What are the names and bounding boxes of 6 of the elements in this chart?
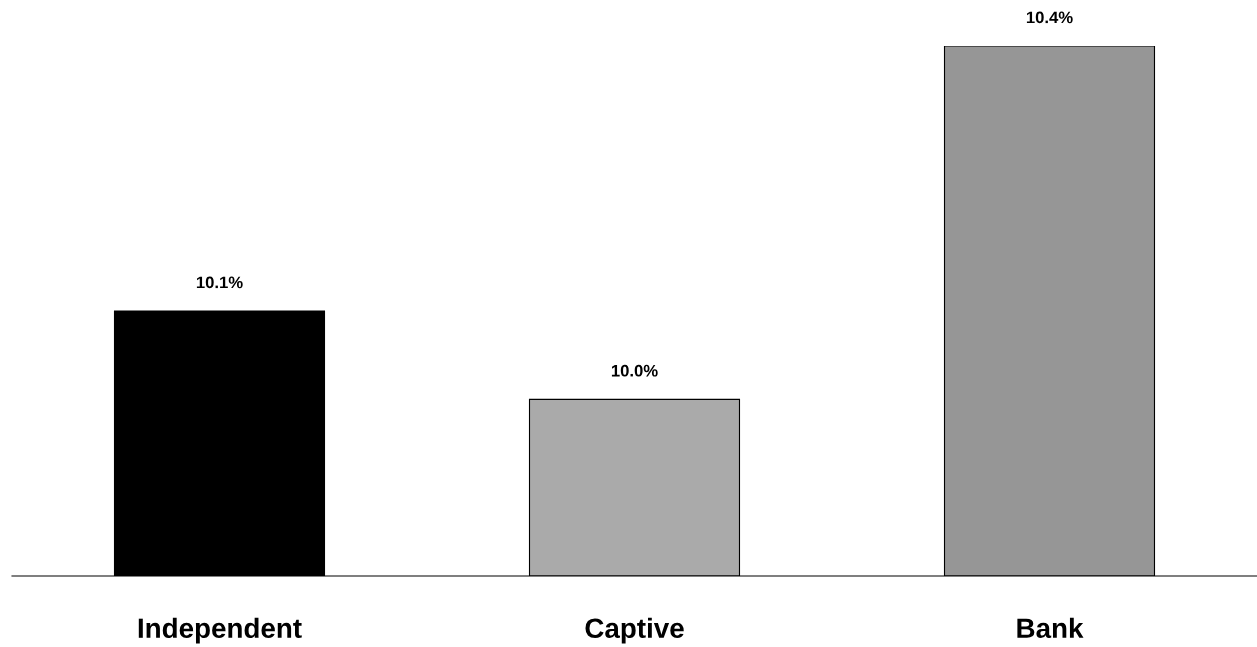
data-label: 10.1% xyxy=(196,276,243,289)
data-label: 10.4% xyxy=(1026,11,1073,24)
data-label: 10.0% xyxy=(611,364,658,377)
x-tick-label: Independent xyxy=(138,617,302,644)
x-tick-label: Captive xyxy=(585,617,684,644)
x-tick-label: Bank xyxy=(1017,617,1084,639)
